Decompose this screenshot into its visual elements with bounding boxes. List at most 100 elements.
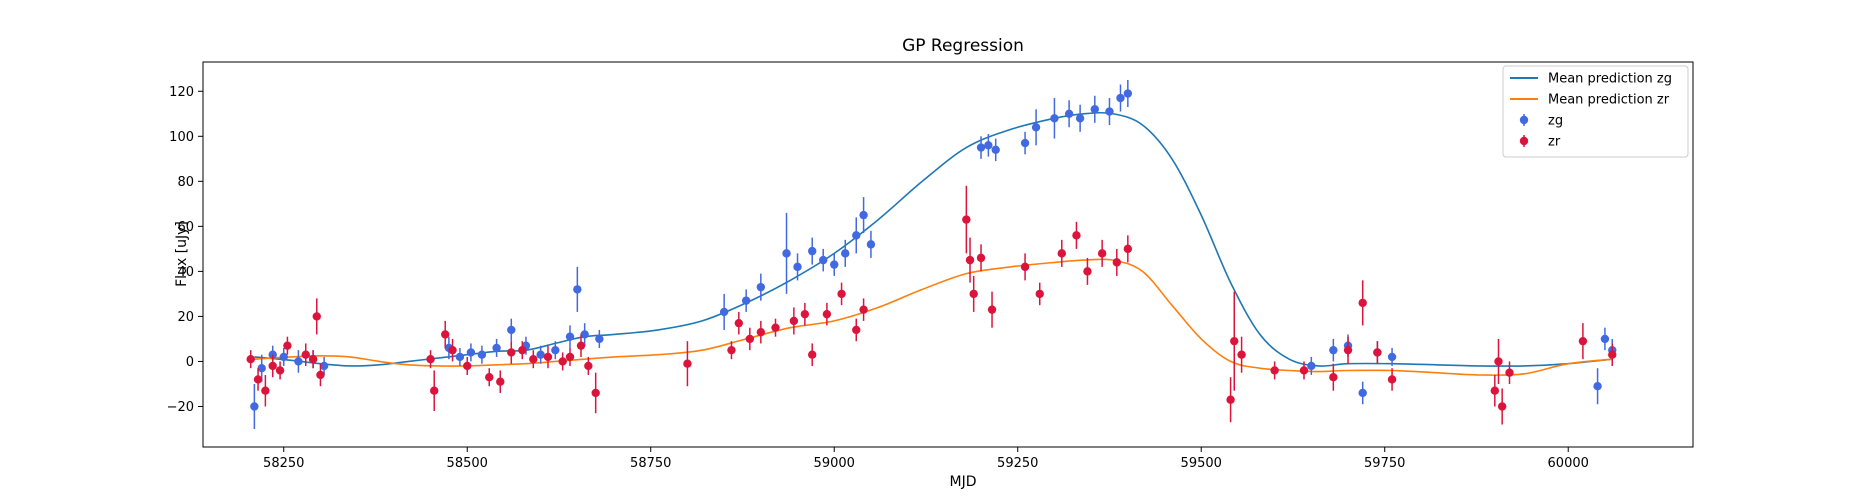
- zr-point: [518, 345, 527, 355]
- zr-point: [246, 354, 255, 364]
- zr-point: [268, 361, 277, 371]
- zg-point: [1600, 334, 1610, 344]
- zr-point: [1035, 289, 1044, 299]
- legend-point-swatch: [1519, 115, 1529, 125]
- zr-point: [1373, 348, 1382, 357]
- zg-point: [1105, 107, 1114, 116]
- zr-point: [584, 361, 593, 371]
- zr-point: [301, 350, 310, 359]
- zg-point: [841, 249, 850, 258]
- zr-point: [261, 386, 270, 395]
- zr-point: [789, 316, 799, 326]
- legend: Mean prediction zg Mean prediction zr zg zr: [1502, 65, 1689, 158]
- zr-point: [485, 373, 494, 382]
- zr-point: [1237, 350, 1246, 359]
- zg-point: [319, 361, 329, 371]
- series-zg: [250, 80, 1617, 429]
- y-tick-label: 120: [169, 85, 194, 100]
- mean-line-0: [254, 111, 1613, 367]
- zr-point: [734, 318, 744, 328]
- zg-point: [551, 345, 560, 355]
- zg-point: [1123, 89, 1133, 98]
- zg-point: [1050, 114, 1059, 123]
- y-tick-label: 100: [169, 130, 194, 145]
- zr-point: [969, 289, 978, 299]
- legend-label: Mean prediction zg: [1548, 72, 1672, 87]
- zr-point: [987, 305, 997, 314]
- zr-point: [1226, 395, 1235, 404]
- y-tick-label: 60: [177, 220, 194, 235]
- zr-point: [808, 350, 817, 359]
- zg-point: [819, 255, 828, 265]
- zg-point: [852, 231, 861, 240]
- x-tick-label: 60000: [1548, 456, 1589, 471]
- zr-point: [837, 289, 846, 299]
- zr-point: [426, 354, 435, 364]
- zr-point: [275, 366, 285, 375]
- zr-point: [1494, 357, 1503, 366]
- zr-point: [1387, 375, 1397, 384]
- zr-point: [316, 370, 325, 380]
- zr-point: [558, 357, 567, 366]
- zg-point: [1116, 93, 1125, 103]
- zg-point: [565, 332, 575, 341]
- legend-box: [1502, 65, 1689, 158]
- zr-point: [771, 323, 780, 332]
- x-tick-label: 59500: [1181, 456, 1222, 471]
- zg-point: [536, 350, 545, 359]
- zr-point: [441, 330, 450, 339]
- y-tick-label: 80: [177, 175, 194, 190]
- zr-point: [1578, 336, 1588, 346]
- zr-point: [852, 325, 861, 335]
- zr-point: [308, 354, 318, 364]
- legend-label: Mean prediction zr: [1548, 93, 1670, 108]
- zr-point: [1608, 350, 1617, 359]
- zg-point: [595, 334, 604, 344]
- zr-point: [253, 375, 263, 384]
- zg-point: [866, 240, 876, 249]
- zg-point: [1064, 109, 1074, 118]
- zg-point: [719, 307, 729, 317]
- zr-point: [1497, 402, 1507, 411]
- y-tick-label: −20: [167, 400, 194, 415]
- zg-point: [573, 285, 582, 294]
- zg-point: [294, 357, 303, 366]
- zr-point: [1230, 336, 1239, 346]
- x-tick-label: 59250: [997, 456, 1038, 471]
- zg-point: [756, 282, 766, 292]
- zg-point: [477, 350, 487, 359]
- x-axis-ticks: 58250 58500 58750 59000 59250 59500 59750 60000: [263, 447, 1589, 471]
- zg-point: [1020, 138, 1030, 148]
- series-zr: [246, 185, 1617, 425]
- zr-point: [859, 305, 868, 314]
- zr-point: [565, 352, 575, 362]
- zg-point: [1358, 388, 1367, 398]
- zg-point: [976, 143, 986, 152]
- zr-point: [1072, 231, 1081, 240]
- plot-frame: [202, 61, 1694, 448]
- zr-point: [745, 334, 755, 344]
- zg-point: [808, 246, 817, 256]
- zr-point: [822, 309, 832, 319]
- zg-point: [1031, 123, 1041, 132]
- zg-point: [793, 262, 802, 272]
- y-tick-label: 0: [186, 355, 194, 370]
- x-tick-label: 59000: [814, 456, 855, 471]
- zr-point: [1329, 373, 1338, 382]
- zg-point: [984, 141, 993, 150]
- zr-point: [976, 253, 986, 263]
- zr-point: [756, 327, 766, 337]
- zr-point: [448, 345, 457, 355]
- zr-point: [1112, 258, 1122, 267]
- zr-point: [430, 386, 439, 395]
- x-tick-label: 58750: [630, 456, 671, 471]
- zg-point: [580, 330, 589, 339]
- data-points: [246, 80, 1617, 429]
- zg-point: [507, 325, 516, 335]
- zg-point: [741, 296, 751, 305]
- y-axis-label: Flux [uJy]: [174, 221, 190, 287]
- zg-point: [859, 210, 868, 220]
- x-tick-label: 59750: [1364, 456, 1405, 471]
- y-tick-label: 40: [177, 265, 194, 280]
- zr-point: [683, 359, 692, 368]
